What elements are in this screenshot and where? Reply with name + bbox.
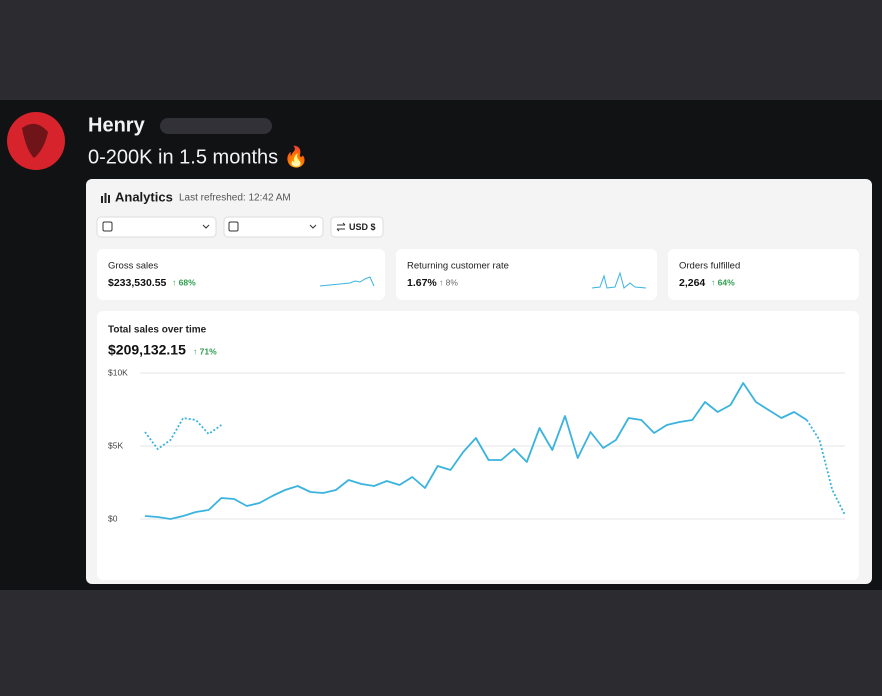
y-tick-label: $10K xyxy=(108,367,128,377)
calendar-icon xyxy=(102,221,113,232)
card-label: Orders fulfilled xyxy=(679,261,740,272)
line-series xyxy=(144,382,808,520)
card-value: $233,530.55 xyxy=(108,277,167,289)
y-tick-label: $0 xyxy=(108,513,118,523)
chart-title: Total sales over time xyxy=(108,325,207,336)
chart-change: ↑ 71% xyxy=(193,346,217,356)
card-change: ↑ 64% xyxy=(711,277,735,287)
compare-dropdown[interactable] xyxy=(223,216,324,238)
y-tick-label: $5K xyxy=(108,440,123,450)
sparkline xyxy=(319,276,375,287)
message-text: 0-200K in 1.5 months 🔥 xyxy=(88,144,309,168)
redacted xyxy=(160,118,272,134)
chevron xyxy=(309,224,317,229)
top-band xyxy=(0,0,882,100)
card-value: 1.67% xyxy=(407,277,437,289)
line-series xyxy=(806,419,846,516)
card-change: ↑ 68% xyxy=(172,277,196,287)
metric-card[interactable] xyxy=(668,249,859,300)
sparkline xyxy=(591,271,647,289)
line-series xyxy=(144,417,222,450)
avatar-art xyxy=(22,123,48,158)
card-change: ↑ 8% xyxy=(439,277,458,287)
swap-icon xyxy=(336,222,346,232)
chart-total: $209,132.15 xyxy=(108,342,186,358)
card-label: Gross sales xyxy=(108,261,158,272)
currency-button[interactable] xyxy=(330,216,384,238)
chevron xyxy=(202,224,210,229)
analytics-title: Analytics xyxy=(115,189,173,204)
card-label: Returning customer rate xyxy=(407,261,509,272)
date-dropdown[interactable] xyxy=(96,216,217,238)
author[interactable]: Henry xyxy=(88,114,146,136)
refreshed: Last refreshed: 12:42 AM xyxy=(179,193,291,204)
currency: USD $ xyxy=(349,222,376,232)
analytics-icon xyxy=(101,193,110,203)
metric-card[interactable] xyxy=(396,249,657,300)
calendar-icon xyxy=(228,221,239,232)
card-value: 2,264 xyxy=(679,277,705,289)
metric-card[interactable] xyxy=(97,249,385,300)
